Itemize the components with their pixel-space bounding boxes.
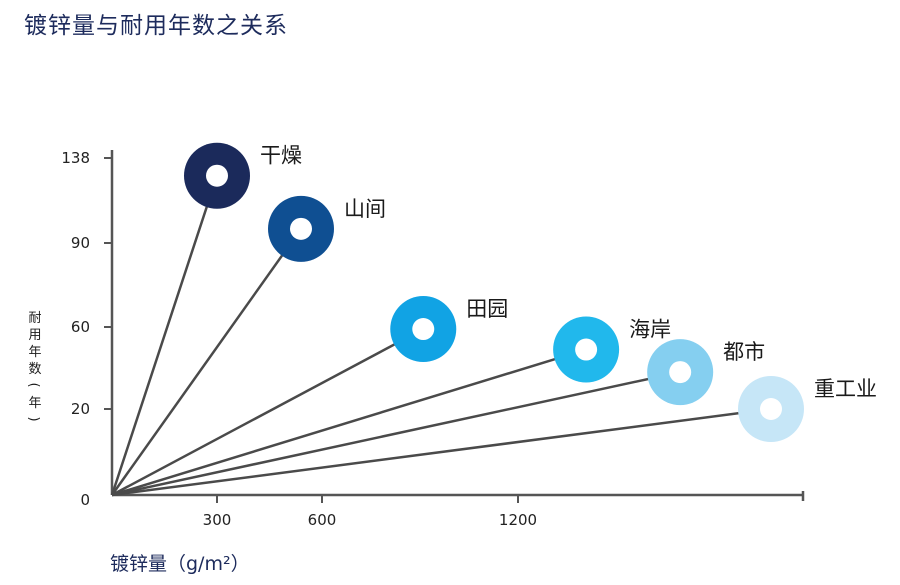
y-axis-title: 耐用年数(年) xyxy=(26,311,42,422)
series-marker-hole-3 xyxy=(412,318,435,341)
series-marker-hole-5 xyxy=(669,361,692,384)
series-label-2: 山间 xyxy=(344,197,386,221)
series-line-4 xyxy=(111,348,587,497)
series-line-2 xyxy=(110,228,303,496)
y-tick-label-138: 138 xyxy=(61,149,90,167)
series-marker-hole-6 xyxy=(760,398,782,420)
series-line-3 xyxy=(111,327,424,497)
y-tick-label-90: 90 xyxy=(71,234,90,252)
y-axis-title-char-3: 年 xyxy=(28,345,41,360)
y-axis-title-char-5: ( xyxy=(26,382,41,387)
page-title: 镀锌量与耐用年数之关系 xyxy=(24,13,288,39)
series-label-5: 都市 xyxy=(723,340,765,364)
series-label-4: 海岸 xyxy=(629,318,671,342)
series-label-3: 田园 xyxy=(466,297,508,321)
y-tick-label-20: 20 xyxy=(71,400,90,418)
series-label-1: 干燥 xyxy=(260,144,302,168)
axes: 138 90 60 20 0 300 600 1200 xyxy=(61,149,805,529)
series-line-5 xyxy=(111,370,681,497)
series-marker-hole-4 xyxy=(575,338,598,361)
y-axis-title-char-1: 耐 xyxy=(28,311,41,326)
series-lines xyxy=(110,175,772,497)
y-axis-title-char-6: 年 xyxy=(28,396,41,411)
x-tick-label-600: 600 xyxy=(308,511,337,529)
x-tick-label-300: 300 xyxy=(203,511,232,529)
series-line-1 xyxy=(110,175,219,496)
series-marker-hole-1 xyxy=(206,164,228,187)
x-tick-label-1200: 1200 xyxy=(499,511,537,529)
y-axis-title-char-2: 用 xyxy=(28,328,41,343)
series-line-6 xyxy=(111,407,772,497)
series-label-6: 重工业 xyxy=(814,377,877,401)
x-axis-title: 镀锌量（g/m²） xyxy=(110,553,250,575)
series-markers xyxy=(184,142,804,442)
y-axis-title-char-7: ) xyxy=(26,416,41,421)
y-tick-label-60: 60 xyxy=(71,318,90,336)
series-marker-hole-2 xyxy=(290,217,312,240)
y-axis-title-char-4: 数 xyxy=(28,362,41,377)
y-tick-label-0: 0 xyxy=(80,491,90,509)
